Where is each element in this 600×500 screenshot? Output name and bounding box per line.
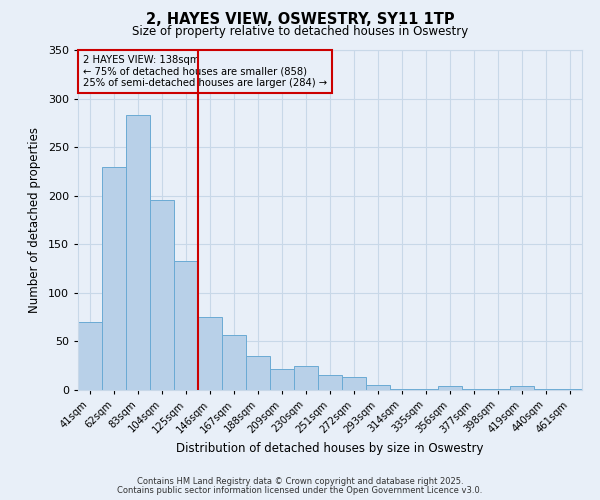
Bar (462, 389, 486, 390)
Bar (78, 322, 102, 390)
Bar (414, 389, 438, 390)
Bar (438, 386, 462, 390)
Text: Contains public sector information licensed under the Open Government Licence v3: Contains public sector information licen… (118, 486, 482, 495)
Text: Contains HM Land Registry data © Crown copyright and database right 2025.: Contains HM Land Registry data © Crown c… (137, 477, 463, 486)
Bar (318, 376, 342, 390)
Bar (198, 317, 222, 390)
Bar (222, 334, 246, 390)
Bar (294, 366, 318, 390)
Text: Size of property relative to detached houses in Oswestry: Size of property relative to detached ho… (132, 25, 468, 38)
Bar (534, 389, 558, 390)
Bar (126, 115, 150, 390)
Bar (246, 356, 270, 390)
Bar (102, 166, 126, 390)
Bar (558, 389, 582, 390)
Bar (510, 386, 534, 390)
Bar (150, 200, 174, 390)
Bar (486, 389, 510, 390)
X-axis label: Distribution of detached houses by size in Oswestry: Distribution of detached houses by size … (176, 442, 484, 454)
Bar (342, 378, 366, 390)
Bar (270, 368, 294, 390)
Text: 2 HAYES VIEW: 138sqm
← 75% of detached houses are smaller (858)
25% of semi-deta: 2 HAYES VIEW: 138sqm ← 75% of detached h… (83, 55, 327, 88)
Bar (390, 389, 414, 390)
Y-axis label: Number of detached properties: Number of detached properties (28, 127, 41, 313)
Text: 2, HAYES VIEW, OSWESTRY, SY11 1TP: 2, HAYES VIEW, OSWESTRY, SY11 1TP (146, 12, 454, 28)
Bar (174, 261, 198, 390)
Bar (366, 385, 390, 390)
